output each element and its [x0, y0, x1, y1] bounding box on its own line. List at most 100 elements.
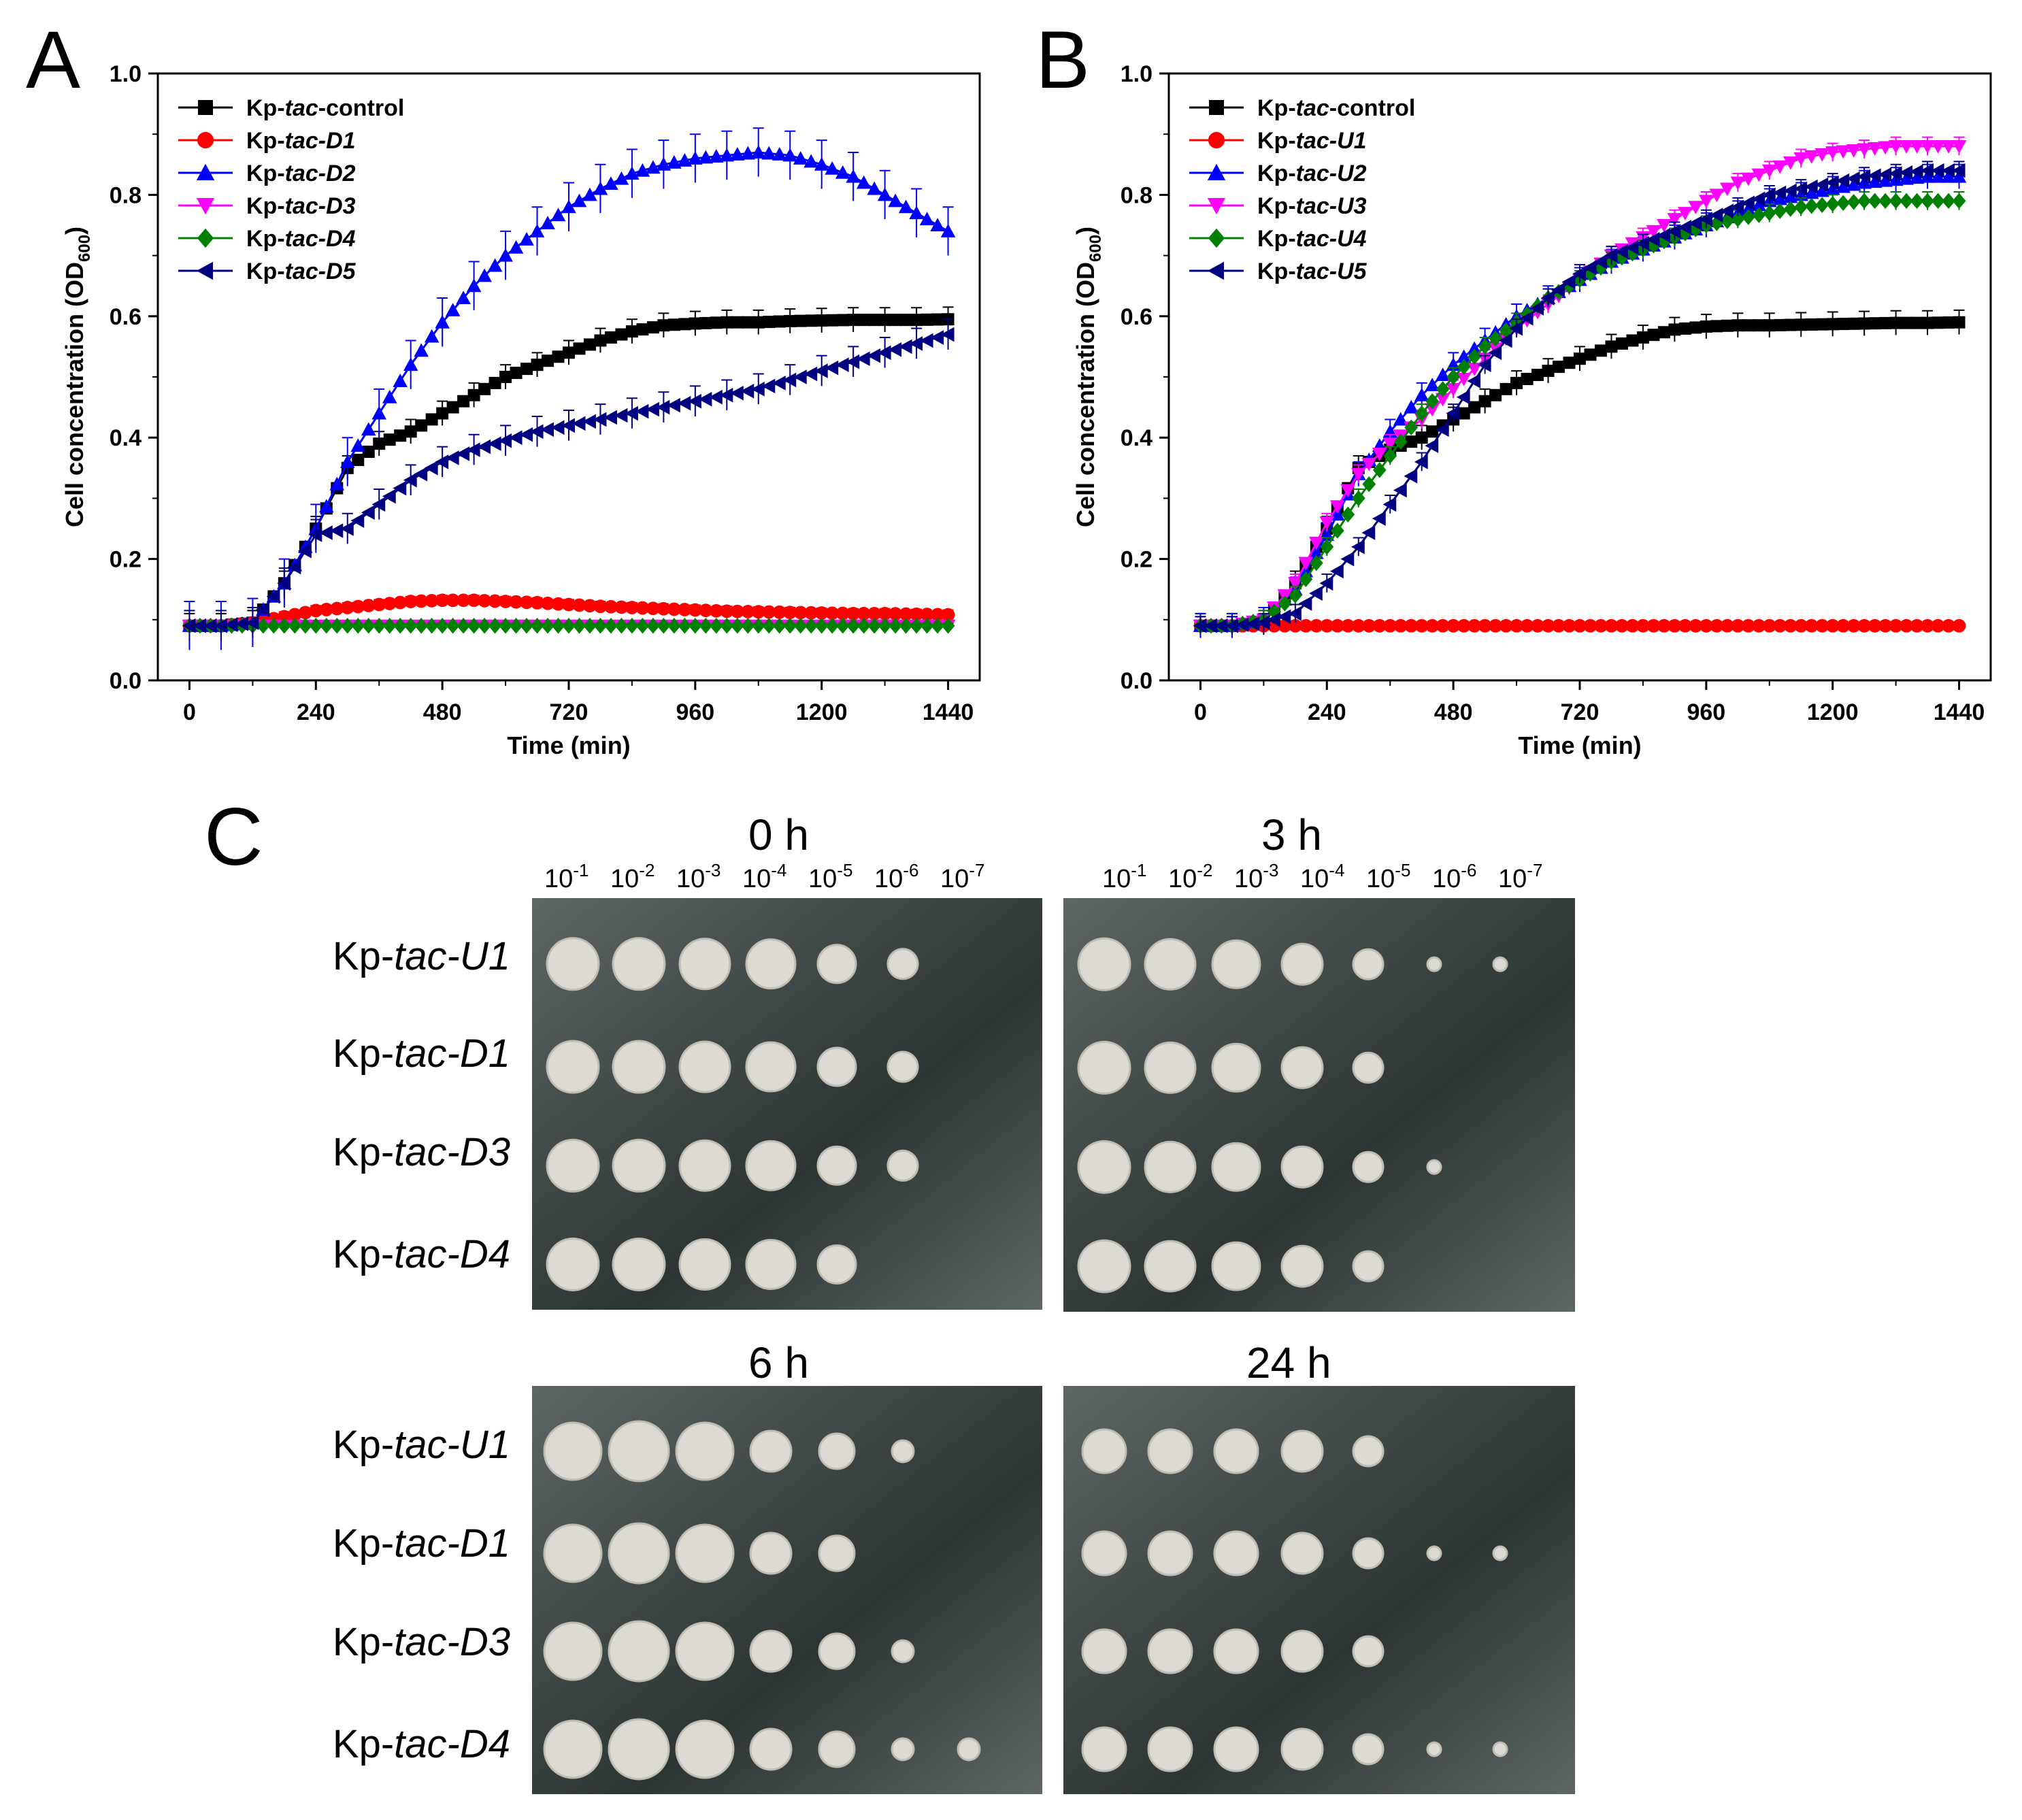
chart0-data-point: [793, 606, 808, 620]
dilution-base: 10: [1102, 865, 1131, 893]
chart0-data-point: [931, 618, 944, 634]
chart1-data-point: [1889, 618, 1903, 633]
colony-spot: [546, 1237, 600, 1291]
chart0-data-point: [562, 618, 576, 634]
chart0-data-point: [910, 314, 923, 327]
colony-spot: [1077, 1040, 1131, 1095]
chart0-data-point: [750, 145, 766, 159]
chart1-data-point: [1761, 187, 1776, 203]
chart0-data-point: [414, 618, 429, 634]
chart0-data-point: [329, 523, 344, 538]
chart0-data-point: [457, 618, 471, 634]
chart0-data-point: [899, 607, 913, 621]
chart1-data-point: [1930, 163, 1944, 178]
dilution-exponent: -4: [771, 860, 787, 880]
chart0-data-point: [403, 357, 418, 371]
chart1-data-point: [1457, 407, 1470, 420]
chart0-data-point: [361, 599, 376, 612]
chart1-data-point: [1930, 169, 1946, 183]
chart1-legend-marker: [1209, 100, 1224, 115]
chart1-data-point: [1498, 333, 1512, 348]
chart1-data-point: [1309, 618, 1323, 633]
strain-prefix: Kp-: [332, 1423, 395, 1467]
chart1-data-point: [1605, 340, 1618, 353]
chart1-data-point: [1900, 618, 1914, 633]
chart1-data-point: [1740, 195, 1755, 211]
chart0-data-point: [930, 218, 945, 231]
chart0-data-point: [488, 376, 501, 389]
chart1-data-point: [1615, 618, 1629, 633]
dilution-label: 10-7: [940, 860, 984, 894]
chart1-data-point: [1879, 316, 1892, 329]
chart1-data-point: [1340, 484, 1356, 498]
chart1-data-point: [1763, 319, 1776, 332]
chart1-data-point: [1329, 500, 1345, 514]
strain-name: tac-D1: [394, 1031, 510, 1076]
chart0-data-point: [563, 346, 575, 359]
chart1-data-point: [1362, 476, 1376, 493]
colony-spot: [818, 1632, 856, 1670]
chart1-legend-suffix: -U5: [1329, 259, 1368, 284]
chart1-data-point: [1553, 361, 1565, 374]
chart0-data-point: [256, 618, 270, 634]
chart1-data-point: [1700, 320, 1712, 333]
chart1-legend-label: Kp-tac-U2: [1257, 161, 1367, 186]
chart0-data-point: [309, 618, 323, 634]
chart0-data-point: [803, 154, 819, 168]
chart1-data-point: [1626, 334, 1639, 347]
chart0-data-point: [593, 181, 608, 195]
chart0-legend-prefix: Kp-: [246, 95, 285, 121]
colony-spot: [745, 1140, 797, 1191]
chart0-data-point: [931, 313, 944, 326]
chart0-data-point: [529, 424, 544, 440]
chart1-data-point: [1584, 348, 1597, 361]
chart1-data-point: [1435, 393, 1451, 407]
chart1-data-point: [1721, 319, 1734, 332]
chart1-series-5: [1193, 161, 1966, 635]
chart1-data-point: [1319, 516, 1335, 530]
chart1-data-point: [1510, 618, 1523, 633]
chart1-data-point: [1647, 329, 1660, 342]
chart1-data-point: [1804, 179, 1818, 195]
chart1-data-point: [1868, 618, 1882, 633]
colony-spot: [1492, 956, 1508, 972]
chart0-data-point: [720, 618, 734, 634]
dilution-base: 10: [742, 865, 772, 893]
chart1-data-point: [1594, 344, 1607, 357]
dilution-exponent: -3: [705, 860, 721, 880]
chart0-data-point: [846, 618, 861, 634]
chart1-data-point: [1426, 425, 1439, 438]
chart1-data-point: [1688, 216, 1702, 231]
chart0-y-tick-label: 0.4: [110, 425, 142, 451]
chart0-data-point: [889, 607, 903, 621]
chart1-data-point: [1930, 140, 1946, 154]
dilution-label: 10-1: [1102, 860, 1146, 894]
chart1-data-point: [1246, 616, 1259, 631]
colony-spot: [1211, 1241, 1261, 1291]
chart0-data-point: [667, 602, 681, 616]
chart0-data-point: [667, 318, 680, 331]
chart1-data-point: [1214, 618, 1228, 633]
chart0-data-point: [572, 598, 586, 612]
dilution-base: 10: [610, 865, 640, 893]
chart0-data-point: [656, 399, 670, 415]
chart0-legend-italic: tac: [285, 259, 318, 284]
chart1-data-point: [1531, 369, 1544, 382]
chart0-data-point: [678, 318, 691, 331]
chart1-data-point: [1688, 201, 1704, 215]
chart1-data-point: [1372, 618, 1387, 633]
chart1-data-point: [1825, 175, 1839, 191]
dilution-base: 10: [940, 865, 969, 893]
chart0-data-point: [371, 497, 386, 512]
dilution-label: 10-6: [1432, 860, 1476, 894]
chart0-data-point: [214, 618, 227, 633]
colony-spot: [1352, 1051, 1385, 1084]
chart1-legend-marker: [1207, 261, 1224, 280]
chart1-data-point: [1826, 318, 1839, 331]
chart1-data-point: [1878, 618, 1893, 633]
chart0-data-point: [529, 224, 545, 237]
chart1-x-tick-label: 480: [1434, 699, 1473, 725]
chart0-data-point: [561, 418, 575, 433]
colony-spot: [749, 1532, 793, 1575]
chart0-y-tick-label: 0.2: [110, 547, 142, 573]
